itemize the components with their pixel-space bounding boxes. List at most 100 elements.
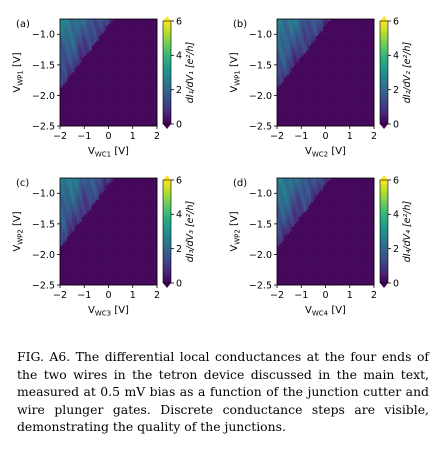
heatmap-cell bbox=[115, 87, 119, 90]
heatmap-cell bbox=[91, 40, 95, 44]
heatmap-cell bbox=[93, 116, 97, 120]
heatmap-cell bbox=[67, 50, 71, 54]
heatmap-cell bbox=[147, 101, 151, 105]
heatmap-cell bbox=[89, 123, 92, 127]
heatmap-cell bbox=[152, 202, 155, 206]
heatmap-cell bbox=[101, 84, 104, 88]
heatmap-cell bbox=[106, 72, 109, 76]
heatmap-cell bbox=[103, 33, 107, 37]
heatmap-cell bbox=[120, 118, 124, 122]
heatmap-cell bbox=[137, 23, 141, 27]
heatmap-cell bbox=[67, 202, 71, 206]
heatmap-cell bbox=[86, 79, 90, 83]
heatmap-cell bbox=[135, 67, 138, 71]
heatmap-cell bbox=[96, 55, 100, 59]
heatmap-cell bbox=[327, 57, 331, 61]
heatmap-cell bbox=[64, 19, 68, 22]
heatmap-cell bbox=[301, 91, 305, 95]
heatmap-cell bbox=[147, 89, 151, 93]
heatmap-cell bbox=[74, 60, 78, 64]
heatmap-cell bbox=[125, 190, 129, 193]
heatmap-cell bbox=[340, 62, 343, 66]
colorbar-extend-bottom bbox=[380, 124, 388, 129]
heatmap-cell bbox=[108, 224, 112, 227]
heatmap-cell bbox=[347, 91, 351, 95]
heatmap-cell bbox=[84, 91, 88, 95]
heatmap-cell bbox=[296, 26, 300, 30]
heatmap-cell bbox=[298, 45, 302, 49]
heatmap-cell bbox=[96, 246, 100, 249]
heatmap-cell bbox=[60, 123, 63, 127]
heatmap-cell bbox=[113, 108, 117, 112]
heatmap-cell bbox=[132, 84, 136, 88]
heatmap-cell bbox=[308, 123, 312, 127]
heatmap-cell bbox=[310, 36, 314, 39]
heatmap-cell bbox=[137, 67, 141, 71]
heatmap-cell bbox=[113, 238, 117, 242]
heatmap-cell bbox=[289, 87, 292, 90]
heatmap-cell bbox=[289, 79, 292, 83]
heatmap-cell bbox=[308, 36, 312, 39]
heatmap-cell bbox=[86, 50, 90, 54]
heatmap-cell bbox=[89, 255, 92, 259]
heatmap-cell bbox=[369, 36, 372, 39]
heatmap-cell bbox=[313, 89, 317, 93]
heatmap-cell bbox=[72, 202, 75, 206]
heatmap-cell bbox=[130, 94, 134, 98]
heatmap-cell bbox=[110, 89, 114, 93]
heatmap-cell bbox=[64, 50, 68, 54]
heatmap-cell bbox=[81, 121, 85, 124]
heatmap-cell bbox=[98, 19, 102, 22]
heatmap-cell bbox=[96, 192, 100, 196]
heatmap-cell bbox=[369, 67, 372, 71]
heatmap-cell bbox=[279, 101, 283, 105]
heatmap-cell bbox=[72, 21, 75, 25]
heatmap-cell bbox=[72, 233, 75, 237]
heatmap-cell bbox=[281, 113, 285, 117]
heatmap-cell bbox=[123, 182, 126, 186]
heatmap-cell bbox=[67, 62, 71, 66]
heatmap-cell bbox=[284, 87, 288, 90]
heatmap-cell bbox=[81, 62, 85, 66]
heatmap-cell bbox=[137, 187, 141, 191]
heatmap-cell bbox=[118, 250, 121, 254]
heatmap-cell bbox=[135, 216, 138, 220]
heatmap-cell bbox=[357, 101, 360, 105]
heatmap-cell bbox=[337, 118, 341, 122]
heatmap-cell bbox=[74, 187, 78, 191]
heatmap-cell bbox=[110, 224, 114, 227]
heatmap-cell bbox=[354, 21, 358, 25]
heatmap-cell bbox=[76, 204, 80, 208]
heatmap-cell bbox=[108, 236, 112, 240]
heatmap-cell bbox=[342, 77, 346, 81]
heatmap-cell bbox=[357, 23, 360, 27]
heatmap-cell bbox=[147, 33, 151, 37]
heatmap-cell bbox=[149, 248, 153, 252]
heatmap-cell bbox=[359, 87, 363, 90]
heatmap-cell bbox=[154, 94, 158, 98]
heatmap-cell bbox=[342, 79, 346, 83]
heatmap-cell bbox=[279, 79, 283, 83]
heatmap-cell bbox=[76, 21, 80, 25]
heatmap-cell bbox=[140, 60, 143, 64]
heatmap-cell bbox=[98, 207, 102, 210]
heatmap-cell bbox=[147, 233, 151, 237]
heatmap-cell bbox=[106, 50, 109, 54]
heatmap-cell bbox=[69, 89, 73, 93]
heatmap-cell bbox=[140, 33, 143, 37]
heatmap-cell bbox=[103, 74, 107, 78]
heatmap-cell bbox=[140, 231, 143, 235]
heatmap-cell bbox=[125, 31, 129, 34]
heatmap-cell bbox=[332, 67, 336, 71]
heatmap-cell bbox=[130, 233, 134, 237]
heatmap-cell bbox=[277, 96, 280, 100]
heatmap-cell bbox=[69, 116, 73, 120]
heatmap-cell bbox=[81, 209, 85, 213]
heatmap-cell bbox=[89, 113, 92, 117]
heatmap-cell bbox=[149, 253, 153, 257]
heatmap-cell bbox=[115, 258, 119, 262]
heatmap-cell bbox=[113, 207, 117, 210]
heatmap-cell bbox=[340, 118, 343, 122]
heatmap-cell bbox=[354, 118, 358, 122]
heatmap-cell bbox=[89, 229, 92, 232]
